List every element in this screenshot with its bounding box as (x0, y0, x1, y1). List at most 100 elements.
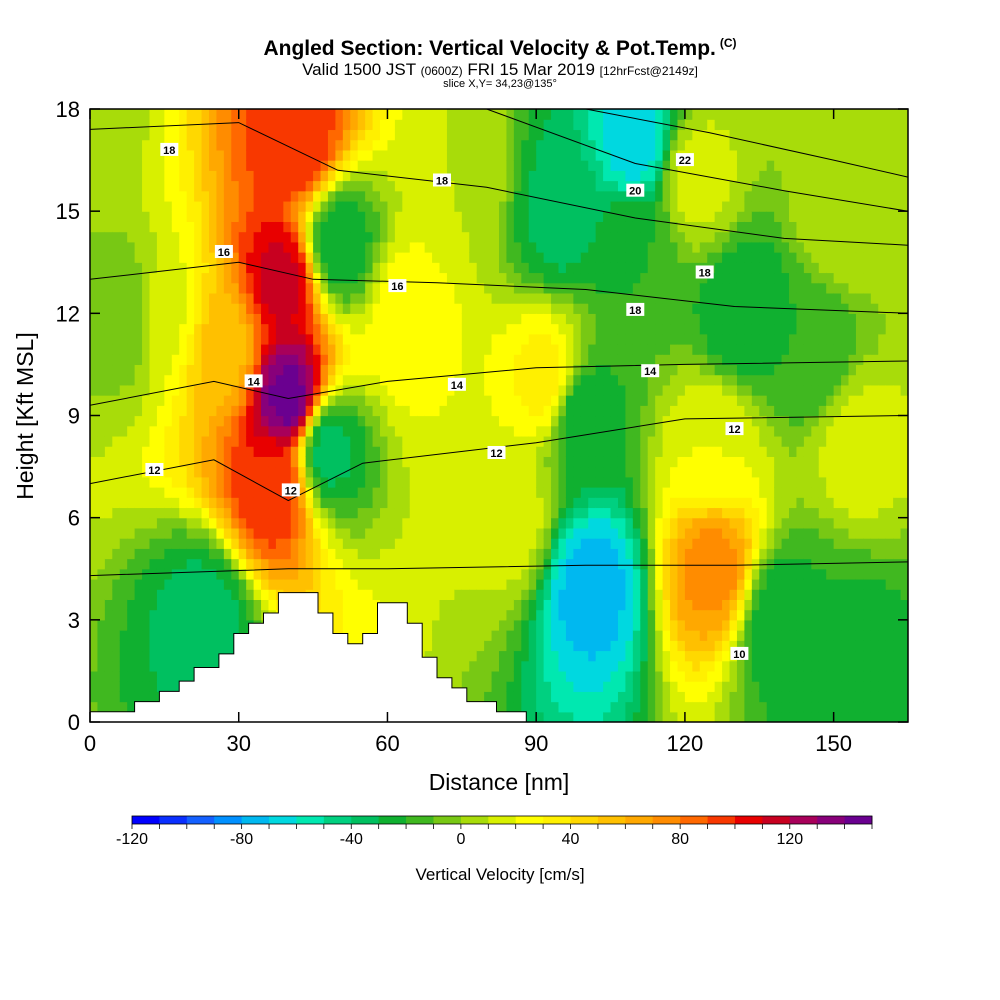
velocity-cell (149, 395, 158, 406)
velocity-cell (156, 487, 165, 498)
velocity-cell (112, 303, 121, 314)
velocity-cell (194, 497, 203, 509)
velocity-cell (275, 395, 284, 406)
velocity-cell (699, 303, 708, 314)
velocity-cell (365, 241, 374, 253)
velocity-cell (565, 476, 574, 488)
velocity-cell (476, 109, 485, 120)
velocity-cell (662, 609, 671, 621)
velocity-cell (350, 333, 359, 345)
velocity-cell (275, 180, 284, 192)
velocity-cell (476, 558, 485, 570)
velocity-cell (171, 599, 180, 611)
velocity-cell (662, 497, 671, 509)
velocity-cell (246, 180, 255, 192)
velocity-cell (432, 487, 441, 498)
velocity-cell (603, 527, 612, 539)
velocity-cell (499, 292, 508, 304)
velocity-cell (446, 476, 455, 488)
velocity-cell (699, 619, 708, 631)
velocity-cell (692, 109, 701, 120)
velocity-cell (506, 640, 515, 652)
velocity-cell (565, 558, 574, 570)
velocity-cell (692, 681, 701, 692)
velocity-cell (476, 507, 485, 519)
velocity-cell (595, 691, 604, 703)
velocity-cell (97, 303, 106, 314)
velocity-cell (439, 303, 448, 314)
velocity-cell (127, 640, 136, 652)
velocity-cell (357, 292, 366, 304)
velocity-cell (424, 282, 433, 294)
velocity-cell (528, 568, 537, 580)
velocity-cell (476, 517, 485, 529)
velocity-cell (149, 190, 158, 202)
velocity-cell (275, 282, 284, 294)
velocity-cell (446, 589, 455, 600)
velocity-cell (536, 170, 545, 182)
velocity-cell (625, 578, 634, 590)
velocity-cell (647, 343, 656, 355)
velocity-cell (625, 599, 634, 611)
velocity-cell (261, 252, 270, 263)
velocity-cell (640, 170, 649, 182)
velocity-cell (231, 323, 240, 335)
velocity-cell (439, 405, 448, 417)
velocity-cell (417, 425, 426, 437)
velocity-cell (90, 507, 99, 519)
velocity-cell (461, 507, 470, 519)
velocity-cell (231, 211, 240, 222)
velocity-cell (439, 139, 448, 151)
velocity-cell (342, 456, 351, 468)
velocity-cell (194, 149, 203, 161)
velocity-cell (603, 149, 612, 161)
velocity-cell (506, 384, 515, 396)
velocity-cell (536, 578, 545, 590)
velocity-cell (194, 252, 203, 263)
velocity-cell (595, 670, 604, 682)
velocity-cell (208, 374, 218, 386)
velocity-cell (112, 292, 121, 304)
velocity-cell (476, 139, 485, 151)
velocity-cell (499, 650, 508, 662)
velocity-cell (394, 527, 403, 539)
velocity-cell (394, 538, 403, 549)
velocity-cell (201, 129, 210, 141)
velocity-cell (536, 180, 545, 192)
velocity-cell (640, 456, 649, 468)
velocity-cell (253, 425, 262, 437)
velocity-cell (90, 200, 99, 212)
velocity-cell (171, 456, 180, 468)
velocity-cell (461, 272, 470, 284)
velocity-cell (684, 354, 693, 366)
velocity-cell (565, 374, 574, 386)
velocity-cell (439, 466, 448, 478)
velocity-cell (610, 323, 619, 335)
velocity-cell (491, 252, 500, 263)
velocity-cell (469, 691, 478, 703)
velocity-cell (439, 507, 448, 519)
velocity-cell (134, 660, 143, 672)
velocity-cell (617, 497, 627, 509)
velocity-cell (692, 333, 701, 345)
velocity-cell (119, 139, 128, 151)
velocity-cell (543, 323, 552, 335)
velocity-cell (186, 405, 195, 417)
velocity-cell (580, 109, 589, 120)
velocity-cell (461, 364, 470, 376)
velocity-cell (699, 691, 708, 703)
velocity-cell (647, 415, 656, 427)
velocity-cell (201, 200, 210, 212)
velocity-cell (432, 415, 441, 427)
velocity-cell (231, 149, 240, 161)
velocity-cell (142, 395, 151, 406)
velocity-cell (551, 364, 560, 376)
velocity-cell (305, 211, 314, 222)
velocity-cell (580, 354, 589, 366)
velocity-cell (499, 119, 508, 131)
velocity-cell (476, 160, 485, 171)
velocity-cell (97, 701, 106, 713)
velocity-cell (402, 456, 411, 468)
velocity-cell (112, 701, 121, 713)
velocity-cell (632, 589, 641, 600)
